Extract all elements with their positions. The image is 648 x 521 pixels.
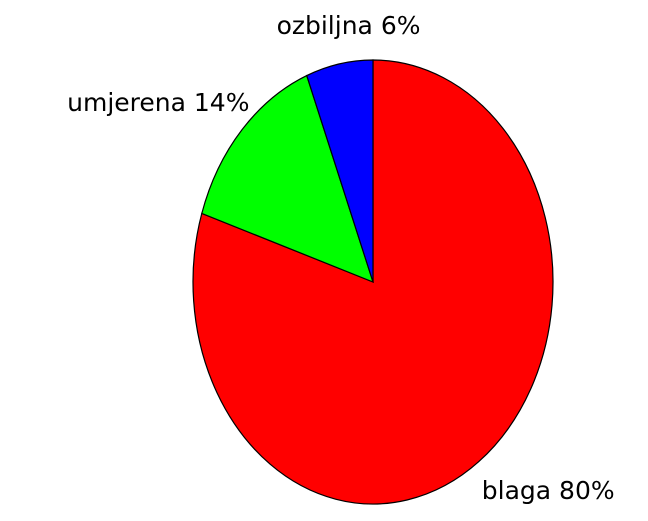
- slice-label: ozbiljna 6%: [277, 11, 421, 40]
- slice-label: umjerena 14%: [67, 88, 249, 117]
- pie-slice: [201, 74, 374, 284]
- pie-slice: [306, 59, 374, 283]
- slice-label: blaga 80%: [482, 476, 615, 505]
